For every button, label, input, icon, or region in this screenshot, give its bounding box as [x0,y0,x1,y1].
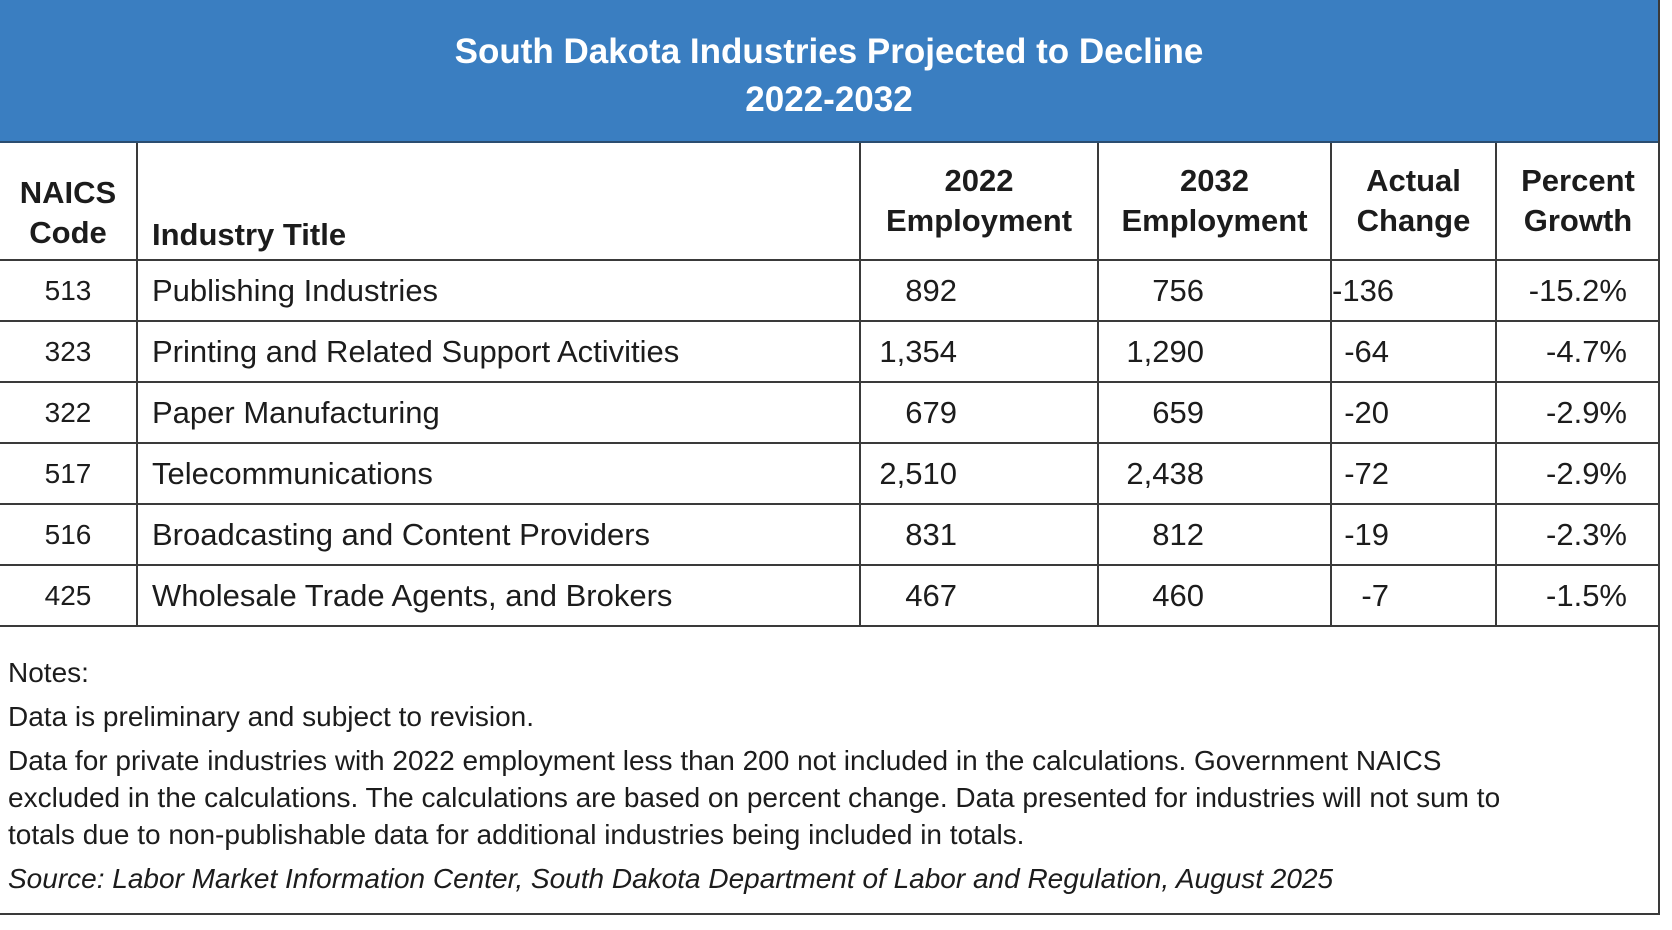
employment-2022-cell: 2,510 [859,442,1099,505]
employment-2032-cell: 1,290 [1097,320,1332,383]
column-header-naics-code-line1: NAICS [19,175,117,210]
employment-2022-cell: 831 [859,503,1099,566]
naics-code-cell: 517 [0,442,138,505]
industry-title-cell: Broadcasting and Content Providers [136,503,861,566]
column-header-change-line1: Actual [1366,163,1461,198]
naics-code-cell: 516 [0,503,138,566]
table-row: 322 Paper Manufacturing 679 659 -20 -2.9… [0,381,1659,444]
naics-code-cell: 323 [0,320,138,383]
column-header-actual-change: Actual Change [1330,143,1497,261]
percent-growth-cell: -2.3% [1495,503,1659,566]
employment-2032-cell: 460 [1097,564,1332,627]
title-banner: South Dakota Industries Projected to Dec… [0,0,1658,143]
note-calculations-line3: totals due to non-publishable data for a… [8,819,1025,850]
actual-change-cell: -64 [1330,320,1497,383]
table-row: 513 Publishing Industries 892 756 -136 -… [0,259,1659,322]
page-title: South Dakota Industries Projected to Dec… [454,32,1204,71]
employment-2032-cell: 2,438 [1097,442,1332,505]
header-row: NAICS Code Industry Title 2022 Employmen… [0,143,1659,261]
source-citation: Source: Labor Market Information Center,… [8,863,1334,894]
industry-title-cell: Telecommunications [136,442,861,505]
industry-title-cell: Publishing Industries [136,259,861,322]
percent-growth-cell: -1.5% [1495,564,1659,627]
column-header-2032-line1: 2032 [1180,163,1249,198]
page-subtitle-years: 2022-2032 [745,80,913,119]
industry-title-cell: Wholesale Trade Agents, and Brokers [136,564,861,627]
actual-change-cell: -7 [1330,564,1497,627]
column-header-2022-line1: 2022 [944,163,1014,198]
column-header-2032-line2: Employment [1121,203,1308,238]
employment-2032-cell: 756 [1097,259,1332,322]
industry-title-cell: Paper Manufacturing [136,381,861,444]
percent-growth-cell: -15.2% [1495,259,1659,322]
employment-2022-cell: 467 [859,564,1099,627]
projections-table: NAICS Code Industry Title 2022 Employmen… [0,143,1659,627]
table-row: 425 Wholesale Trade Agents, and Brokers … [0,564,1659,627]
actual-change-cell: -136 [1330,259,1497,322]
table-row: 323 Printing and Related Support Activit… [0,320,1659,383]
column-header-naics-code-line2: Code [29,215,107,250]
industry-title-cell: Printing and Related Support Activities [136,320,861,383]
naics-code-cell: 513 [0,259,138,322]
percent-growth-cell: -2.9% [1495,381,1659,444]
employment-2022-cell: 1,354 [859,320,1099,383]
naics-code-cell: 425 [0,564,138,627]
naics-code-cell: 322 [0,381,138,444]
table-row: 517 Telecommunications 2,510 2,438 -72 -… [0,442,1659,505]
note-calculations-line1: Data for private industries with 2022 em… [8,745,1442,776]
column-header-2022-line2: Employment [885,203,1073,238]
note-calculations-line2: excluded in the calculations. The calcul… [8,782,1501,813]
percent-growth-cell: -4.7% [1495,320,1659,383]
column-header-naics-code: NAICS Code [0,143,138,261]
notes-section: Notes: Data is preliminary and subject t… [8,654,1648,897]
column-header-industry-title: Industry Title [136,143,861,261]
column-header-change-line2: Change [1356,203,1471,238]
column-header-2032-employment: 2032 Employment [1097,143,1332,261]
percent-growth-cell: -2.9% [1495,442,1659,505]
column-header-2022-employment: 2022 Employment [859,143,1099,261]
note-calculations: Data for private industries with 2022 em… [8,742,1648,853]
note-preliminary: Data is preliminary and subject to revis… [8,701,535,732]
employment-2032-cell: 812 [1097,503,1332,566]
employment-2032-cell: 659 [1097,381,1332,444]
column-header-percent-growth: Percent Growth [1495,143,1659,261]
table-frame [0,0,1660,915]
actual-change-cell: -72 [1330,442,1497,505]
table-row: 516 Broadcasting and Content Providers 8… [0,503,1659,566]
employment-2022-cell: 679 [859,381,1099,444]
employment-2022-cell: 892 [859,259,1099,322]
actual-change-cell: -19 [1330,503,1497,566]
column-header-pct-line1: Percent [1521,163,1635,198]
actual-change-cell: -20 [1330,381,1497,444]
column-header-pct-line2: Growth [1523,203,1633,238]
notes-heading: Notes: [8,657,89,688]
